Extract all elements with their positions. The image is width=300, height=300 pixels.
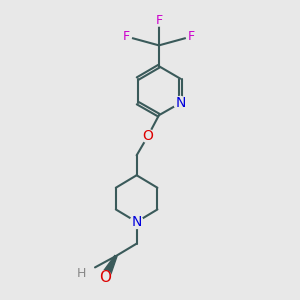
Polygon shape [100, 256, 117, 279]
Circle shape [121, 31, 132, 42]
Text: H: H [76, 267, 86, 280]
Circle shape [98, 271, 111, 284]
Text: O: O [142, 129, 153, 143]
Text: F: F [123, 30, 130, 43]
Text: F: F [155, 14, 163, 27]
Text: F: F [188, 30, 195, 43]
Circle shape [186, 31, 197, 42]
Circle shape [76, 268, 86, 279]
Circle shape [130, 215, 143, 229]
Circle shape [174, 97, 187, 110]
Text: N: N [175, 96, 185, 110]
Text: O: O [99, 270, 111, 285]
Text: N: N [131, 215, 142, 229]
Circle shape [141, 130, 154, 142]
Circle shape [154, 15, 164, 26]
